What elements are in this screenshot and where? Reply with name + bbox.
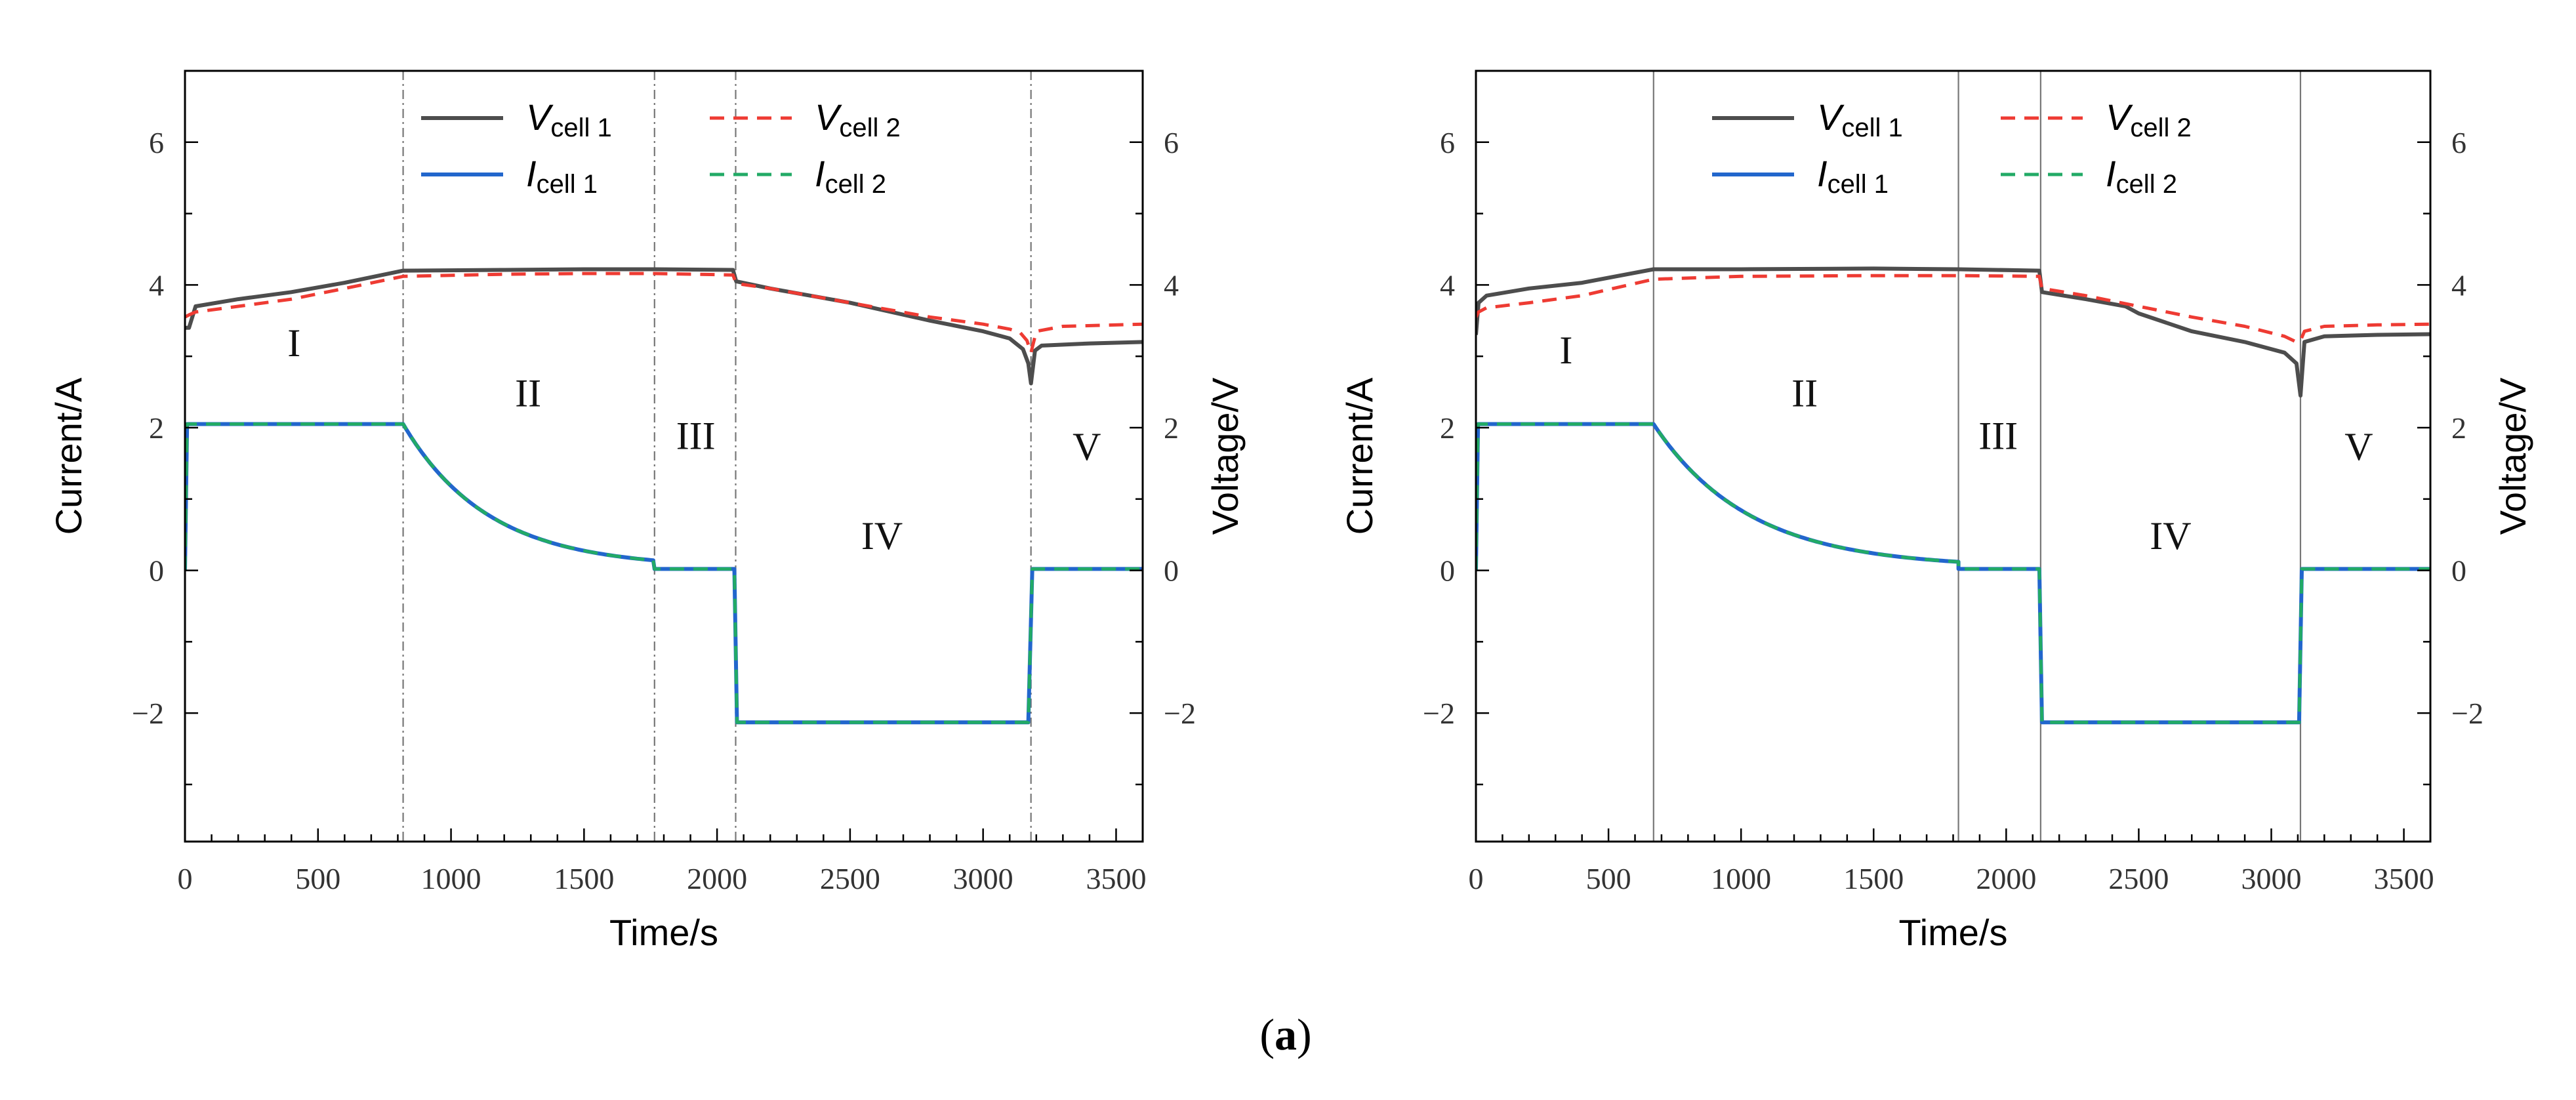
region-label-IV: IV <box>861 514 903 558</box>
x-tick-label: 1500 <box>1843 862 1904 895</box>
region-label-I: I <box>287 321 300 365</box>
y-right-tick-label: 4 <box>2451 268 2466 302</box>
legend-label-i1: Icell 1 <box>1817 153 1889 199</box>
region-label-V: V <box>2344 425 2373 468</box>
x-axis-label: Time/s <box>609 912 718 953</box>
y-right-tick-label: 2 <box>1164 411 1179 445</box>
y-left-tick-label: 6 <box>149 126 164 159</box>
x-tick-label: 3000 <box>2241 862 2302 895</box>
x-tick-label: 500 <box>295 862 340 895</box>
series-i2 <box>1476 422 2430 724</box>
series-v2 <box>185 272 1143 355</box>
series-v1 <box>1476 266 2430 397</box>
chart-left: 0 500 1000 1500 2000 2500 3000 3500 −2 −2 0 0 2 2 4 4 6 6… <box>48 70 1246 953</box>
legend-label-v1: Vcell 1 <box>526 96 612 142</box>
figure-caption: (a) <box>1259 1009 1311 1059</box>
y-right-tick-label: −2 <box>1164 697 1196 730</box>
y-right-tick-label: −2 <box>2451 697 2484 730</box>
y-right-tick-label: 2 <box>2451 411 2466 445</box>
y-right-tick-label: 0 <box>2451 554 2466 588</box>
plot-area <box>1476 266 2430 725</box>
x-tick-label: 1000 <box>421 862 481 895</box>
region-label-II: II <box>515 371 541 415</box>
x-tick-label: 1000 <box>1711 862 1771 895</box>
y-left-axis-label: Current/A <box>48 377 89 535</box>
region-label-III: III <box>676 415 716 458</box>
y-left-tick-label: 2 <box>1440 411 1455 445</box>
legend-label-i1: Icell 1 <box>526 153 598 199</box>
y-left-tick-label: 0 <box>149 554 164 588</box>
x-tick-label: 3000 <box>953 862 1013 895</box>
y-right-axis-label: Voltage/V <box>1204 377 1246 535</box>
legend-label-i2: Icell 2 <box>815 153 886 199</box>
region-label-IV: IV <box>2150 514 2191 558</box>
series-i1 <box>185 422 1143 725</box>
region-label-III: III <box>1978 415 2018 458</box>
y-left-tick-label: 6 <box>1440 126 1455 159</box>
y-right-tick-label: 4 <box>1164 268 1179 302</box>
y-right-axis-label: Voltage/V <box>2492 377 2533 535</box>
series-v2 <box>1476 274 2430 344</box>
plot-frame <box>1475 70 2432 843</box>
y-right-tick-label: 0 <box>1164 554 1179 588</box>
y-left-tick-label: 0 <box>1440 554 1455 588</box>
legend-label-v2: Vcell 2 <box>2106 96 2192 142</box>
legend-label-i2: Icell 2 <box>2106 153 2177 199</box>
y-right-tick-label: 6 <box>2451 126 2466 159</box>
legend-label-v1: Vcell 1 <box>1817 96 1903 142</box>
y-left-tick-label: −2 <box>132 697 164 730</box>
series-i1 <box>1476 422 2430 725</box>
x-tick-label: 500 <box>1586 862 1631 895</box>
x-tick-label: 3500 <box>1086 862 1146 895</box>
x-tick-label: 2500 <box>2108 862 2169 895</box>
legend-label-v2: Vcell 2 <box>815 96 901 142</box>
x-tick-label: 3500 <box>2374 862 2434 895</box>
y-left-tick-label: 2 <box>149 411 164 445</box>
x-tick-label: 2000 <box>1976 862 2036 895</box>
chart-right: 0 500 1000 1500 2000 2500 3000 3500 −2 −2 0 0 2 2 4 4 6 6… <box>1339 70 2533 953</box>
legend: Vcell 1 Vcell 2 Icell 1 Icell 2 <box>421 96 901 199</box>
y-right-tick-label: 6 <box>1164 126 1179 159</box>
legend: Vcell 1 Vcell 2 Icell 1 Icell 2 <box>1712 96 2192 199</box>
x-axis-label: Time/s <box>1899 912 2008 953</box>
plot-area <box>185 267 1143 725</box>
y-left-tick-label: 4 <box>1440 268 1455 302</box>
x-tick-label: 0 <box>1469 862 1484 895</box>
x-tick-label: 0 <box>178 862 193 895</box>
x-tick-label: 2000 <box>687 862 747 895</box>
region-label-II: II <box>1791 371 1818 415</box>
series-i2 <box>185 422 1143 724</box>
y-left-tick-label: 4 <box>149 268 164 302</box>
region-label-I: I <box>1559 329 1572 372</box>
y-left-axis-label: Current/A <box>1339 377 1380 535</box>
region-label-V: V <box>1073 425 1101 468</box>
x-tick-label: 1500 <box>554 862 614 895</box>
y-left-tick-label: −2 <box>1423 697 1455 730</box>
plot-frame <box>184 70 1144 843</box>
x-tick-label: 2500 <box>820 862 880 895</box>
